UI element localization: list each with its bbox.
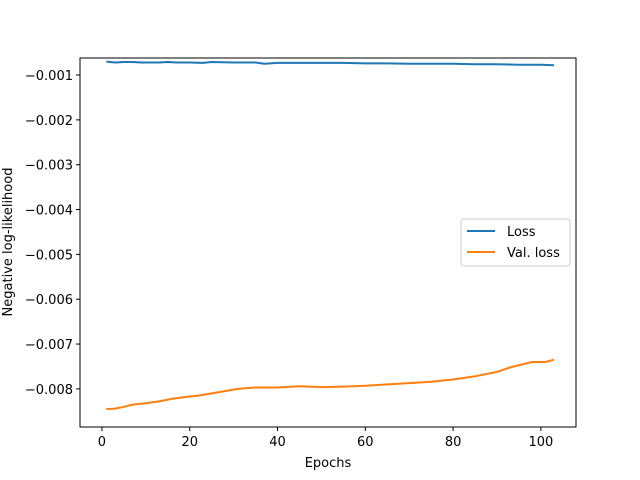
legend-label-val-loss: Val. loss <box>507 246 560 261</box>
series-line-1 <box>106 358 555 411</box>
x-tick-label: 40 <box>269 435 286 450</box>
x-tick-label: 80 <box>445 435 462 450</box>
y-axis-label: Negative log-likelihood <box>1 168 16 317</box>
x-tick-label: 20 <box>181 435 198 450</box>
y-tick-label: −0.006 <box>25 293 73 308</box>
axes-frame <box>79 57 577 428</box>
x-axis-label: Epochs <box>305 456 352 471</box>
y-tick-label: −0.008 <box>25 383 73 398</box>
legend: Loss Val. loss <box>460 218 571 267</box>
y-ticks: −0.008 −0.007 −0.006 −0.005 −0.004 −0.003 −0.0… <box>25 69 80 398</box>
y-tick-label: −0.004 <box>25 204 73 219</box>
series-line-0 <box>106 60 555 67</box>
y-tick-label: −0.002 <box>25 114 73 129</box>
y-tick-label: −0.001 <box>25 69 73 84</box>
y-tick-label: −0.005 <box>25 248 73 263</box>
series-lines <box>106 60 555 411</box>
x-ticks: 0 20 40 60 80 100 <box>98 427 553 450</box>
y-tick-label: −0.007 <box>25 338 73 353</box>
y-tick-label: −0.003 <box>25 159 73 174</box>
x-tick-label: 60 <box>357 435 374 450</box>
x-tick-label: 100 <box>528 435 553 450</box>
x-tick-label: 0 <box>98 435 106 450</box>
legend-label-loss: Loss <box>507 225 536 240</box>
